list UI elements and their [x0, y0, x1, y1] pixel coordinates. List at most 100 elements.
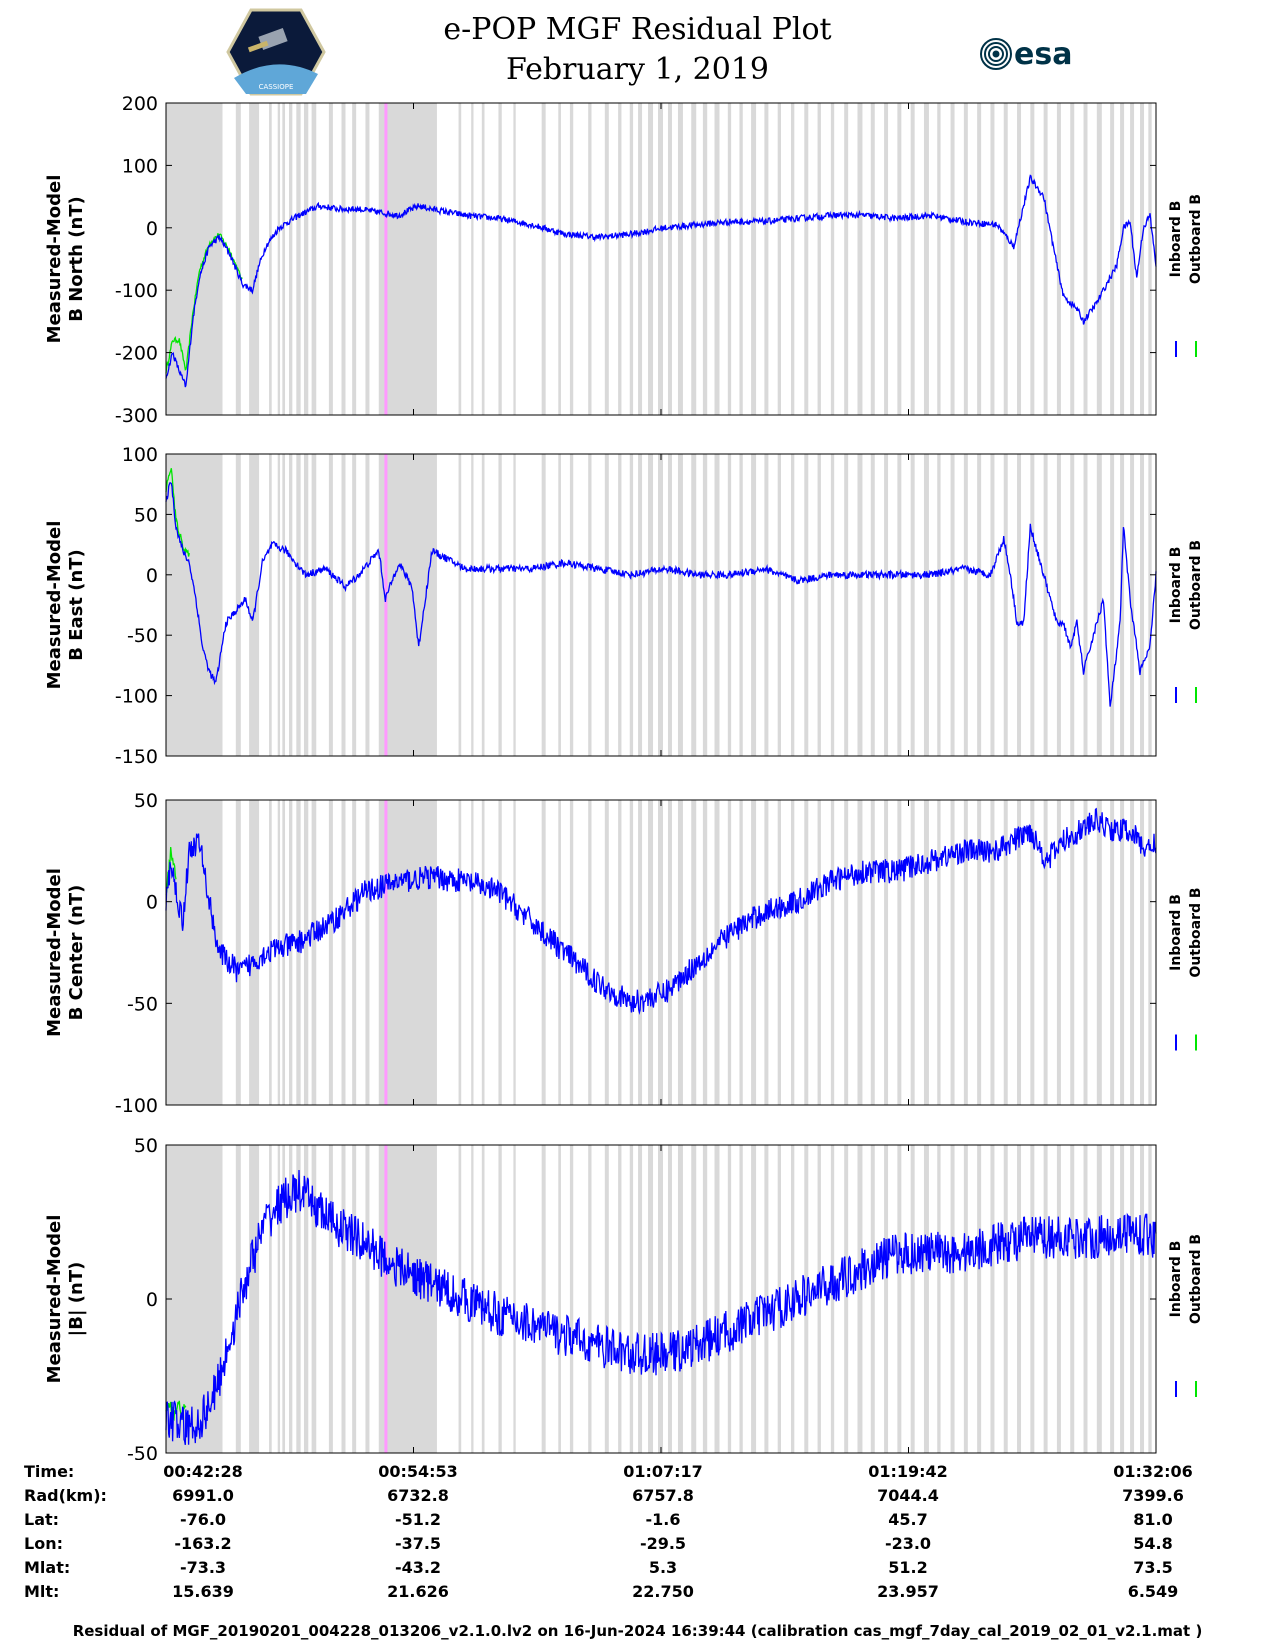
data-gap-region: [638, 103, 643, 415]
info-value: 00:54:53: [378, 1462, 458, 1481]
cassiope-logo-text: CASSIOPE: [259, 83, 294, 91]
data-gap-region: [1120, 454, 1125, 756]
info-row: Mlt: 15.639 21.626 22.750 23.957 6.549: [0, 1582, 1275, 1606]
time-marker-line: [384, 103, 388, 415]
data-gap-region: [1030, 454, 1035, 756]
data-gap-region: [817, 454, 821, 756]
data-gap-region: [1140, 103, 1145, 415]
data-gap-region: [588, 454, 592, 756]
data-gap-region: [790, 800, 795, 1105]
data-gap-region: [618, 454, 622, 756]
y-axis-label-line: Measured-Model: [44, 175, 65, 344]
y-tick-label: -100: [115, 686, 158, 708]
info-value: 21.626: [387, 1582, 449, 1601]
data-gap-region: [303, 103, 309, 415]
info-row-label: Mlt:: [24, 1582, 60, 1601]
info-value: 45.7: [888, 1510, 928, 1529]
data-gap-region: [1140, 1145, 1145, 1453]
info-value: 7044.4: [877, 1486, 939, 1505]
data-gap-region: [817, 1145, 821, 1453]
data-gap-region: [328, 800, 333, 1105]
data-gap-region: [296, 103, 301, 415]
data-gap-region: [365, 1145, 370, 1453]
data-gap-region: [498, 1145, 502, 1453]
data-gap-region: [844, 454, 849, 756]
data-gap-region: [1110, 800, 1115, 1105]
data-gap-region: [857, 454, 863, 756]
data-gap-region: [558, 1145, 561, 1453]
data-gap-region: [1030, 1145, 1035, 1453]
data-gap-region: [870, 103, 875, 415]
data-gap-region: [937, 800, 941, 1105]
data-gap-region: [910, 454, 915, 756]
data-gap-region: [341, 454, 346, 756]
data-gap-region: [817, 103, 821, 415]
data-gap-region: [870, 800, 875, 1105]
info-row: Time: 00:42:28 00:54:53 01:07:17 01:19:42 01:…: [0, 1462, 1275, 1486]
data-gap-region: [638, 800, 643, 1105]
y-tick-label: -300: [115, 405, 158, 427]
data-gap-region: [1140, 454, 1145, 756]
data-gap-region: [1148, 800, 1152, 1105]
data-gap-region: [352, 103, 357, 415]
data-gap-region: [311, 1145, 317, 1453]
data-gap-region: [790, 454, 795, 756]
data-gap-region: [727, 800, 732, 1105]
inboard-series-line: [165, 174, 1157, 388]
data-gap-region: [739, 1145, 743, 1453]
data-gap-region: [870, 454, 875, 756]
y-tick-label: -50: [127, 1443, 158, 1460]
data-gap-region: [702, 1145, 708, 1453]
info-row-label: Mlat:: [24, 1558, 71, 1577]
data-gap-region: [667, 1145, 672, 1453]
data-gap-region: [1110, 1145, 1115, 1453]
data-gap-region: [471, 103, 474, 415]
data-gap-region: [378, 1145, 437, 1453]
info-value: 01:32:06: [1113, 1462, 1193, 1481]
data-gap-region: [604, 103, 609, 415]
data-gap-region: [235, 800, 241, 1105]
info-value: 01:19:42: [868, 1462, 948, 1481]
data-gap-region: [977, 454, 982, 756]
outboard-series-line: [165, 846, 177, 895]
data-gap-region: [378, 800, 437, 1105]
data-gap-region: [910, 800, 915, 1105]
data-gap-region: [341, 1145, 346, 1453]
data-gap-region: [963, 1145, 968, 1453]
data-gap-region: [588, 800, 592, 1105]
data-gap-region: [648, 1145, 654, 1453]
data-gap-region: [618, 1145, 622, 1453]
data-gap-region: [365, 454, 370, 756]
legend-labels: Inboard B Outboard B: [1168, 540, 1204, 630]
data-gap-region: [458, 800, 462, 1105]
data-gap-region: [1130, 800, 1135, 1105]
cassiope-logo: CASSIOPE: [226, 8, 326, 96]
data-gap-region: [638, 1145, 643, 1453]
info-value: 73.5: [1133, 1558, 1173, 1577]
info-value: 6757.8: [632, 1486, 694, 1505]
data-gap-region: [950, 103, 955, 415]
data-gap-region: [764, 103, 769, 415]
data-gap-region: [249, 103, 260, 415]
data-gap-region: [604, 1145, 609, 1453]
data-gap-region: [830, 1145, 835, 1453]
time-marker-line: [384, 454, 388, 756]
data-gap-region: [1043, 1145, 1048, 1453]
data-gap-region: [990, 800, 995, 1105]
info-value: -43.2: [394, 1558, 442, 1577]
data-gap-region: [727, 1145, 732, 1453]
data-gap-region: [1110, 454, 1115, 756]
data-gap-region: [328, 454, 333, 756]
data-gap-region: [328, 103, 333, 415]
data-gap-region: [249, 800, 260, 1105]
data-gap-region: [777, 454, 782, 756]
data-gap-region: [884, 454, 889, 756]
data-gap-region: [341, 800, 346, 1105]
data-gap-region: [289, 454, 293, 756]
info-value: 6732.8: [387, 1486, 449, 1505]
data-gap-region: [1083, 103, 1088, 415]
data-gap-region: [1043, 103, 1048, 415]
info-row: Mlat: -73.3 -43.2 5.3 51.2 73.5: [0, 1558, 1275, 1582]
data-gap-region: [618, 800, 622, 1105]
data-gap-region: [667, 454, 672, 756]
